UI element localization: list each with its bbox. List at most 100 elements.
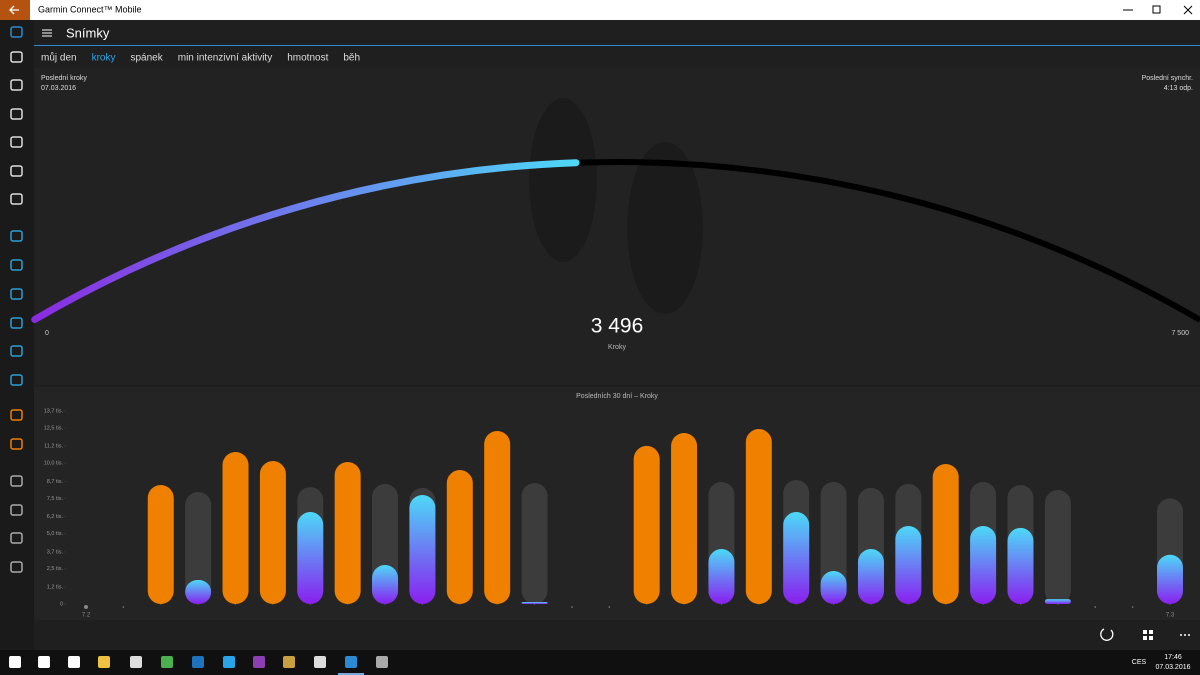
steps-bar-goal-met bbox=[633, 445, 660, 604]
steps-bar bbox=[708, 549, 735, 604]
gauge: 3 496 Kroky 0 7 500 bbox=[31, 158, 1200, 351]
steps-bar bbox=[1007, 527, 1034, 604]
back-icon bbox=[9, 5, 19, 15]
chart-title: Posledních 30 dní – Kroky bbox=[576, 393, 658, 400]
tab[interactable]: spánek bbox=[130, 53, 163, 64]
taskbar-app[interactable] bbox=[161, 656, 173, 668]
menu-button[interactable] bbox=[42, 29, 52, 37]
taskbar-app[interactable] bbox=[283, 656, 295, 668]
nav-icon[interactable] bbox=[10, 193, 23, 205]
taskbar-app[interactable] bbox=[345, 656, 357, 668]
last-sync-time: 4:13 odp. bbox=[1164, 85, 1193, 92]
y-tick-label: 12,5 tis. bbox=[44, 425, 64, 431]
taskbar-app[interactable] bbox=[376, 656, 388, 668]
steps-bar bbox=[857, 549, 884, 604]
gauge-value: 3 496 bbox=[591, 315, 644, 338]
title-bar bbox=[0, 0, 1200, 20]
header-bar bbox=[34, 20, 1200, 45]
taskbar-app[interactable] bbox=[223, 656, 235, 668]
gauge-progress bbox=[31, 159, 580, 324]
steps-chart: 0 1,2 tis. 2,5 tis. 3,7 tis. 5,0 tis. 6,2 tis… bbox=[44, 408, 1183, 619]
nav-icon[interactable] bbox=[10, 136, 23, 148]
sidebar-icons bbox=[10, 26, 23, 573]
goal-bar bbox=[521, 482, 548, 604]
nav-icon[interactable] bbox=[10, 288, 23, 300]
taskbar-app[interactable] bbox=[9, 656, 21, 668]
steps-bar-goal-met bbox=[484, 431, 511, 604]
empty-day-dot bbox=[1094, 606, 1097, 608]
taskbar bbox=[0, 650, 1200, 675]
steps-bar bbox=[297, 512, 324, 604]
close[interactable] bbox=[1183, 5, 1193, 15]
x-tick-label: 7.2 bbox=[82, 613, 91, 619]
footprint bbox=[529, 98, 597, 262]
nav-icon[interactable] bbox=[10, 79, 23, 91]
nav-icon[interactable] bbox=[10, 345, 23, 357]
last-steps-date: 07.03.2016 bbox=[41, 85, 76, 92]
nav-icon[interactable] bbox=[10, 409, 23, 421]
window-title: Garmin Connect™ Mobile bbox=[38, 4, 142, 14]
nav-icon[interactable] bbox=[10, 561, 23, 573]
steps-bar bbox=[409, 494, 436, 604]
header-divider bbox=[34, 45, 1200, 46]
tabs: můj den kroky spánek min intenzivní aktivit… bbox=[41, 52, 360, 64]
steps-bar-goal-met bbox=[147, 484, 174, 604]
y-tick-label: 7,5 tis. bbox=[47, 496, 64, 502]
nav-icon[interactable] bbox=[10, 259, 23, 271]
gauge-min-label: 0 bbox=[45, 330, 49, 337]
taskbar-app[interactable] bbox=[192, 656, 204, 668]
nav-icon[interactable] bbox=[10, 165, 23, 177]
nav-icon[interactable] bbox=[10, 108, 23, 120]
tiles-button[interactable] bbox=[1143, 630, 1153, 640]
taskbar-app[interactable] bbox=[130, 656, 142, 668]
steps-bar-goal-met bbox=[446, 470, 473, 604]
nav-icon[interactable] bbox=[10, 438, 23, 450]
sidebar bbox=[0, 20, 34, 650]
more-button[interactable] bbox=[1180, 634, 1190, 636]
steps-bar-goal-met bbox=[745, 429, 772, 604]
empty-day-dot bbox=[1131, 606, 1134, 608]
nav-icon[interactable] bbox=[10, 26, 23, 38]
nav-icon[interactable] bbox=[10, 230, 23, 242]
clock-time: 17:46 bbox=[1164, 654, 1182, 661]
nav-icon[interactable] bbox=[10, 317, 23, 329]
y-tick-label: 8,7 tis. bbox=[47, 479, 64, 485]
y-tick-label: 1,2 tis. bbox=[47, 585, 64, 591]
nav-icon[interactable] bbox=[10, 51, 23, 63]
gauge-max-label: 7 500 bbox=[1171, 330, 1189, 337]
nav-icon[interactable] bbox=[10, 532, 23, 544]
tab[interactable]: běh bbox=[343, 53, 360, 64]
sync-button[interactable] bbox=[1100, 628, 1114, 641]
taskbar-app[interactable] bbox=[38, 656, 50, 668]
empty-day-dot bbox=[84, 605, 88, 609]
nav-icon[interactable] bbox=[10, 374, 23, 386]
x-tick-label: 7.3 bbox=[1166, 613, 1175, 619]
taskbar-app[interactable] bbox=[314, 656, 326, 668]
tab[interactable]: kroky bbox=[92, 53, 116, 64]
taskbar-app[interactable] bbox=[68, 656, 80, 668]
y-tick-label: 13,7 tis. bbox=[44, 408, 64, 414]
taskbar-app[interactable] bbox=[253, 656, 265, 668]
y-tick-label: 6,2 tis. bbox=[47, 514, 64, 520]
last-steps-label: Poslední kroky bbox=[41, 75, 87, 82]
empty-day-dot bbox=[571, 606, 573, 608]
empty-day-dot bbox=[122, 606, 125, 608]
taskbar-app[interactable] bbox=[98, 656, 110, 668]
nav-icon[interactable] bbox=[10, 475, 23, 487]
tab[interactable]: můj den bbox=[41, 52, 77, 64]
nav-icon[interactable] bbox=[10, 504, 23, 516]
clock-date: 07.03.2016 bbox=[1155, 664, 1190, 671]
steps-bar bbox=[1157, 554, 1183, 604]
steps-bar-goal-met bbox=[932, 463, 959, 604]
goal-bar bbox=[185, 492, 212, 604]
steps-bar-goal-met bbox=[222, 451, 249, 604]
restore[interactable] bbox=[1152, 5, 1161, 14]
tab[interactable]: hmotnost bbox=[287, 53, 328, 64]
taskbar-icons bbox=[9, 656, 388, 675]
steps-bar bbox=[820, 571, 847, 604]
y-tick-label: 2,5 tis. bbox=[47, 566, 64, 572]
tab[interactable]: min intenzivní aktivity bbox=[178, 53, 272, 64]
goal-bar bbox=[1044, 490, 1071, 604]
